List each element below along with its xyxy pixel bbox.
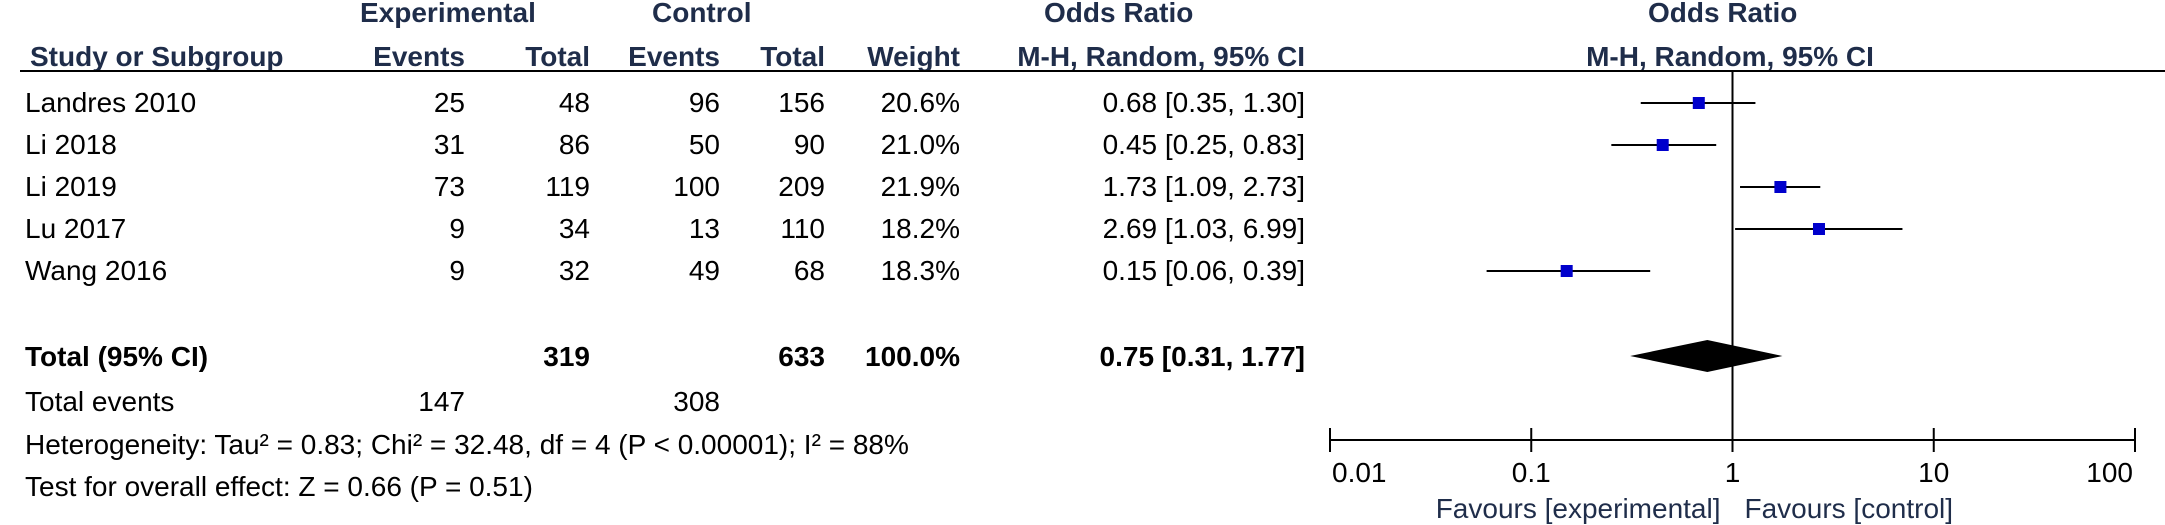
ctl-events: 96 (688, 87, 720, 118)
total-ctl-total: 633 (778, 341, 825, 372)
exp-total: 34 (558, 213, 590, 244)
overall-effect-text: Test for overall effect: Z = 0.66 (P = 0… (25, 471, 533, 502)
header-method-right: M-H, Random, 95% CI (1586, 41, 1874, 72)
total-label: Total (95% CI) (25, 341, 209, 372)
weight: 21.9% (880, 171, 960, 202)
weight: 21.0% (880, 129, 960, 160)
total-exp-total: 319 (543, 341, 590, 372)
study-name: Li 2018 (25, 129, 117, 160)
x-tick-label: 0.1 (1512, 457, 1551, 488)
ctl-events: 50 (688, 129, 720, 160)
point-estimate-marker (1692, 97, 1705, 109)
study-name: Wang 2016 (25, 255, 168, 286)
ci-text: 2.69 [1.03, 6.99] (1102, 213, 1305, 244)
header-study: Study or Subgroup (30, 41, 284, 72)
point-estimate-marker (1774, 181, 1787, 193)
ctl-total: 68 (793, 255, 825, 286)
exp-events: 9 (449, 213, 465, 244)
total-weight: 100.0% (865, 341, 960, 372)
ctl-events: 13 (688, 213, 720, 244)
favours-experimental-label: Favours [experimental] (1436, 493, 1721, 524)
exp-total: 86 (558, 129, 590, 160)
favours-control-label: Favours [control] (1745, 493, 1954, 524)
ctl-total: 110 (780, 213, 825, 244)
pooled-diamond (1630, 340, 1783, 372)
ci-text: 0.68 [0.35, 1.30] (1102, 87, 1305, 118)
ci-text: 1.73 [1.09, 2.73] (1102, 171, 1305, 202)
total-ci-text: 0.75 [0.31, 1.77] (1099, 341, 1305, 372)
weight: 18.2% (880, 213, 960, 244)
point-estimate-marker (1656, 139, 1669, 151)
point-estimate-marker (1560, 265, 1573, 277)
header-exp-events: Events (373, 41, 465, 72)
study-name: Landres 2010 (25, 87, 197, 118)
ci-text: 0.45 [0.25, 0.83] (1102, 129, 1305, 160)
x-tick-label: 100 (2086, 457, 2133, 488)
total-events-ctl: 308 (673, 386, 720, 417)
ctl-total: 156 (778, 87, 825, 118)
ctl-total: 209 (778, 171, 825, 202)
exp-events: 73 (433, 171, 465, 202)
x-tick-label: 1 (1725, 457, 1741, 488)
header-experimental: Experimental (360, 0, 536, 28)
study-name: Lu 2017 (25, 213, 127, 244)
exp-events: 31 (433, 129, 465, 160)
weight: 20.6% (880, 87, 960, 118)
ctl-events: 49 (688, 255, 720, 286)
header-ctl-events: Events (628, 41, 720, 72)
ci-text: 0.15 [0.06, 0.39] (1102, 255, 1305, 286)
total-events-exp: 147 (418, 386, 465, 417)
ctl-total: 90 (793, 129, 825, 160)
header-ctl-total: Total (760, 41, 825, 72)
header-odds-ratio-right: Odds Ratio (1648, 0, 1798, 28)
exp-events: 25 (433, 87, 465, 118)
exp-total: 32 (558, 255, 590, 286)
weight: 18.3% (880, 255, 960, 286)
heterogeneity-text: Heterogeneity: Tau² = 0.83; Chi² = 32.48… (25, 429, 909, 460)
study-name: Li 2019 (25, 171, 117, 202)
x-tick-label: 10 (1918, 457, 1949, 488)
point-estimate-marker (1812, 223, 1825, 235)
total-events-label: Total events (25, 386, 175, 417)
header-method-left: M-H, Random, 95% CI (1017, 41, 1305, 72)
ctl-events: 100 (673, 171, 720, 202)
header-control: Control (652, 0, 752, 28)
exp-total: 48 (558, 87, 590, 118)
header-weight: Weight (867, 41, 960, 72)
exp-total: 119 (545, 171, 590, 202)
exp-events: 9 (449, 255, 465, 286)
x-tick-label: 0.01 (1332, 457, 1387, 488)
header-odds-ratio-left: Odds Ratio (1044, 0, 1194, 28)
header-exp-total: Total (525, 41, 590, 72)
